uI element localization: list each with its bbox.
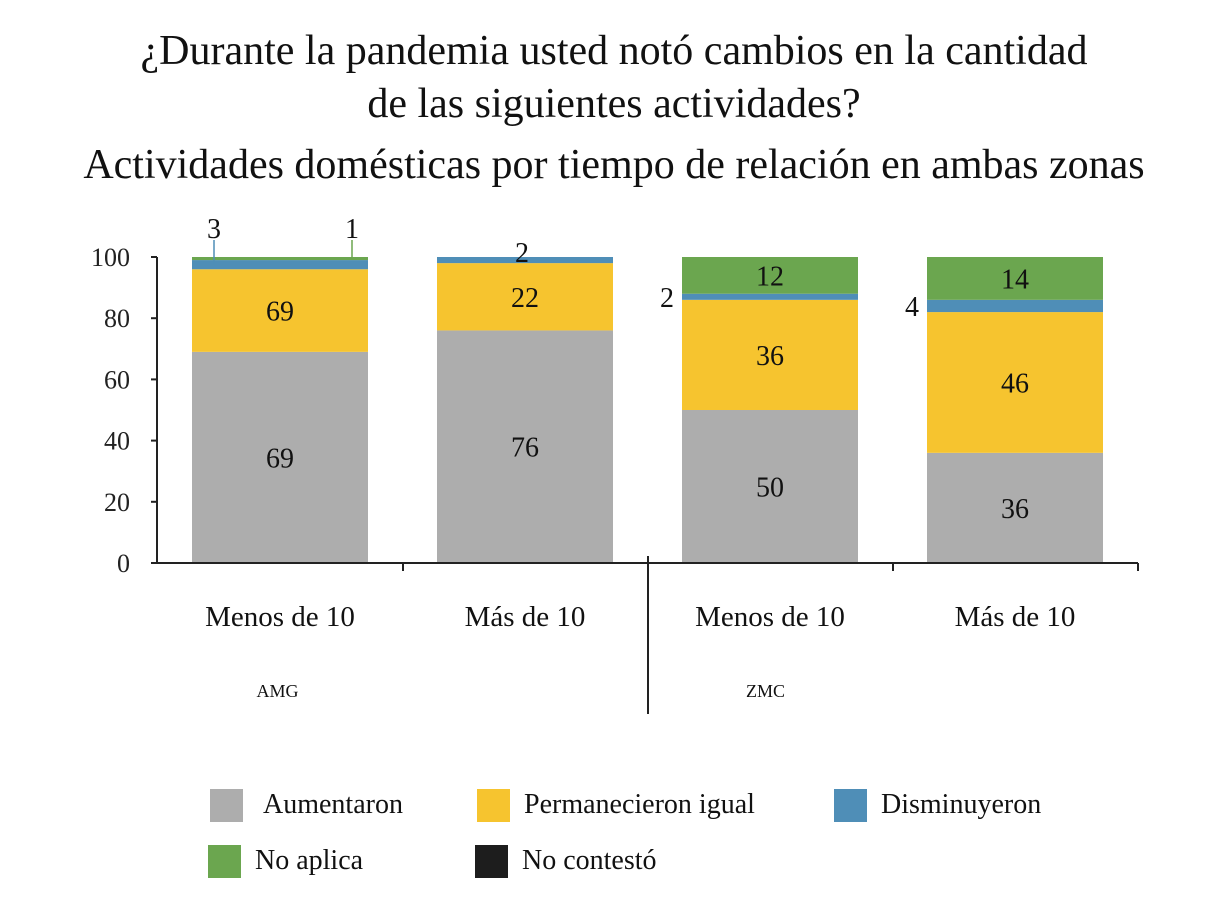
data-label-permanecieron-igual-2: 22 xyxy=(511,283,539,314)
bar-aumentaron-2 xyxy=(437,330,613,563)
legend-label-no-contesto: No contestó xyxy=(522,845,657,876)
data-label-aumentaron-2: 76 xyxy=(511,433,539,464)
legend-item-permanecieron-igual: Permanecieron igual xyxy=(477,787,755,823)
y-tick-label-60: 60 xyxy=(104,365,130,394)
bar-permanecieron-igual-4 xyxy=(927,312,1103,453)
bar-disminuyeron-2 xyxy=(437,257,613,264)
legend-label-aumentaron: Aumentaron xyxy=(263,789,403,820)
data-label-aumentaron-1: 69 xyxy=(266,443,294,474)
data-label-disminuyeron-3: 2 xyxy=(660,283,674,314)
legend-label-permanecieron-igual: Permanecieron igual xyxy=(524,789,755,820)
data-label-disminuyeron-2: 2 xyxy=(515,238,529,269)
bar-aumentaron-4 xyxy=(927,452,1103,563)
group-label-amg: AMG xyxy=(256,681,298,701)
legend-swatch-permanecieron-igual xyxy=(477,788,510,822)
bar-permanecieron-igual-2 xyxy=(437,263,613,331)
bar-no-aplica-3 xyxy=(682,257,858,294)
category-label-3: Menos de 10 xyxy=(695,601,845,633)
bar-no-aplica-4 xyxy=(927,257,1103,300)
y-tick-label-40: 40 xyxy=(104,427,130,456)
group-label-zmc: ZMC xyxy=(746,681,785,701)
data-label-aumentaron-3: 50 xyxy=(756,473,784,504)
data-label-no-aplica-4: 14 xyxy=(1001,264,1029,295)
data-label-disminuyeron-4: 4 xyxy=(905,292,919,323)
legend-swatch-no-contesto xyxy=(475,844,508,878)
bar-aumentaron-1 xyxy=(192,351,368,563)
legend-label-disminuyeron: Disminuyeron xyxy=(881,789,1042,820)
legend-item-no-contesto: No contestó xyxy=(475,843,657,879)
category-label-1: Menos de 10 xyxy=(205,601,355,633)
legend-label-no-aplica: No aplica xyxy=(255,845,364,876)
bar-disminuyeron-3 xyxy=(682,293,858,300)
chart-subtitle: Actividades domésticas por tiempo de rel… xyxy=(83,142,1145,188)
bar-no-aplica-1 xyxy=(192,257,368,261)
y-tick-label-0: 0 xyxy=(117,549,130,578)
data-label-permanecieron-igual-3: 36 xyxy=(756,341,784,372)
chart-title-line-2: de las siguientes actividades? xyxy=(367,81,861,127)
data-label-no-aplica-1: 1 xyxy=(345,214,359,245)
data-label-no-aplica-3: 12 xyxy=(756,261,784,292)
bar-disminuyeron-1 xyxy=(192,260,368,270)
bar-permanecieron-igual-3 xyxy=(682,299,858,410)
y-tick-label-100: 100 xyxy=(91,243,130,272)
legend-swatch-disminuyeron xyxy=(834,788,867,822)
legend-swatch-aumentaron xyxy=(210,788,243,822)
legend-item-disminuyeron: Disminuyeron xyxy=(834,787,1041,823)
legend-item-no-aplica: No aplica xyxy=(208,843,363,879)
data-label-permanecieron-igual-1: 69 xyxy=(266,297,294,328)
bar-disminuyeron-4 xyxy=(927,299,1103,313)
bar-permanecieron-igual-1 xyxy=(192,269,368,352)
bar-aumentaron-3 xyxy=(682,410,858,563)
data-label-aumentaron-4: 36 xyxy=(1001,494,1029,525)
chart-title-line-1: ¿Durante la pandemia usted notó cambios … xyxy=(140,28,1088,74)
category-label-2: Más de 10 xyxy=(465,601,586,633)
y-tick-label-20: 20 xyxy=(104,488,130,517)
y-tick-label-80: 80 xyxy=(104,304,130,333)
legend-item-aumentaron: Aumentaron xyxy=(210,787,403,823)
data-label-permanecieron-igual-4: 46 xyxy=(1001,368,1029,399)
legend-swatch-no-aplica xyxy=(208,844,241,878)
data-label-disminuyeron-1: 3 xyxy=(207,214,221,245)
category-label-4: Más de 10 xyxy=(955,601,1076,633)
